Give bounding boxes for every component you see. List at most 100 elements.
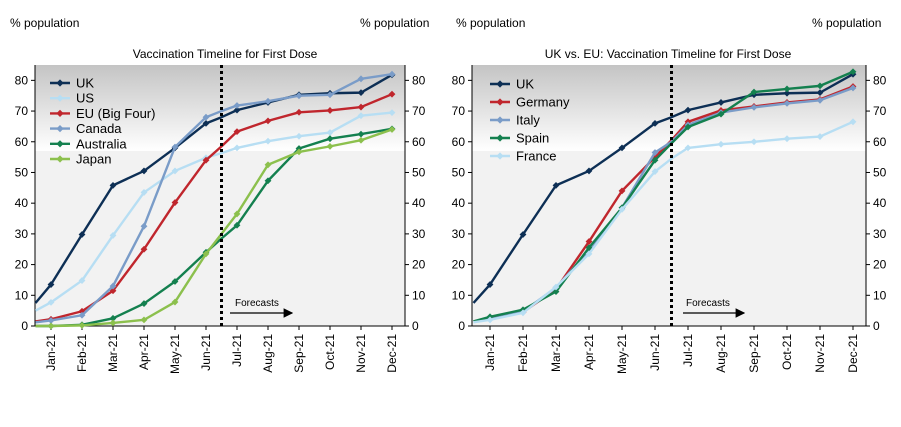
data-point [388,90,396,98]
y-tick-label-left: 0 [21,319,28,333]
data-point [109,314,117,322]
y-tick-label-right: 0 [412,319,419,333]
data-point [264,137,272,145]
data-point [519,231,527,238]
x-tick-label: Aug-21 [261,334,275,373]
data-point [651,149,659,156]
data-point [47,317,55,324]
data-point [140,245,148,253]
data-point [816,96,824,104]
right-axis-label: % population [360,16,429,30]
data-point [849,68,857,76]
x-tick-label: Dec-21 [385,334,399,373]
y-tick-label-right: 50 [412,165,426,179]
data-point [264,97,272,105]
legend-label: Australia [76,136,127,151]
legend-label: Canada [76,121,122,136]
y-tick-label-right: 10 [412,288,426,302]
forecast-label: Forecasts [686,298,730,309]
x-tick-label: Oct-21 [323,334,337,370]
series-line-0 [472,73,854,304]
legend-label: Germany [516,95,570,110]
y-tick-label-left: 40 [452,196,466,210]
series-line-3 [35,73,393,324]
x-tick-label: May-21 [615,334,629,374]
legend-label: Japan [76,152,111,167]
series-line-1 [34,111,393,312]
data-point [585,250,593,258]
data-point [78,307,86,315]
y-tick-label-left: 0 [458,319,465,333]
y-tick-label-right: 50 [873,165,887,179]
chart-right: % population % population UK vs. EU: Vacci… [452,16,887,374]
legend-label: Spain [516,131,549,146]
data-point [326,107,334,114]
y-tick-label-left: 80 [452,73,466,87]
data-point [618,144,626,152]
data-point [295,148,303,156]
legend-marker [496,152,504,160]
data-point [552,283,560,291]
data-point [109,232,117,239]
x-tick-label: Oct-21 [780,334,794,370]
data-point [684,106,692,114]
data-point [486,316,494,324]
data-point [849,84,857,92]
x-tick-label: May-21 [168,334,182,374]
x-tick-label: Apr-21 [582,334,596,370]
y-tick-label-left: 80 [15,73,29,87]
legend-label: EU (Big Four) [76,106,155,121]
data-point [357,112,365,120]
x-tick-label: Jan-21 [483,334,497,371]
legend-marker [56,79,64,87]
forecast-label: Forecasts [235,298,279,309]
legend-marker [496,80,504,88]
data-point [140,167,148,175]
y-tick-label-left: 50 [452,165,466,179]
data-point [618,205,626,213]
x-tick-label: Apr-21 [137,334,151,370]
data-point [357,89,365,97]
data-point [388,109,396,116]
y-tick-label-left: 40 [15,196,29,210]
x-tick-label: Sep-21 [747,334,761,373]
x-tick-label: Jun-21 [199,334,213,371]
data-point [47,281,55,288]
data-point [816,89,824,97]
legend-label: UK [76,76,94,91]
data-point [202,113,210,121]
legend-marker [56,155,64,163]
data-point [552,181,560,189]
x-tick-label: Nov-21 [354,334,368,373]
data-point [357,103,365,111]
data-point [651,168,659,175]
data-point [585,238,593,245]
data-point [140,189,148,196]
x-tick-label: Jul-21 [681,334,695,367]
data-point [717,99,725,106]
data-point [357,130,365,138]
left-axis-label: % population [456,16,525,30]
data-point [233,128,241,136]
data-point [816,133,824,140]
y-tick-label-right: 40 [873,196,887,210]
legend-marker [56,109,64,117]
y-tick-label-right: 30 [873,227,887,241]
y-tick-label-left: 30 [15,227,29,241]
x-tick-label: Aug-21 [714,334,728,373]
legend-label: France [516,149,556,164]
x-tick-label: Feb-21 [75,334,89,372]
y-tick-label-right: 40 [412,196,426,210]
data-point [78,277,86,284]
data-point [78,231,86,238]
chart-left: % population % population Vaccination Time… [10,16,429,374]
legend-marker [56,140,64,148]
data-point [295,108,303,116]
data-point [388,70,396,78]
data-point [585,167,593,175]
data-point [750,138,758,146]
data-point [202,250,210,258]
y-tick-label-left: 50 [15,165,29,179]
legend-label: UK [516,77,534,92]
